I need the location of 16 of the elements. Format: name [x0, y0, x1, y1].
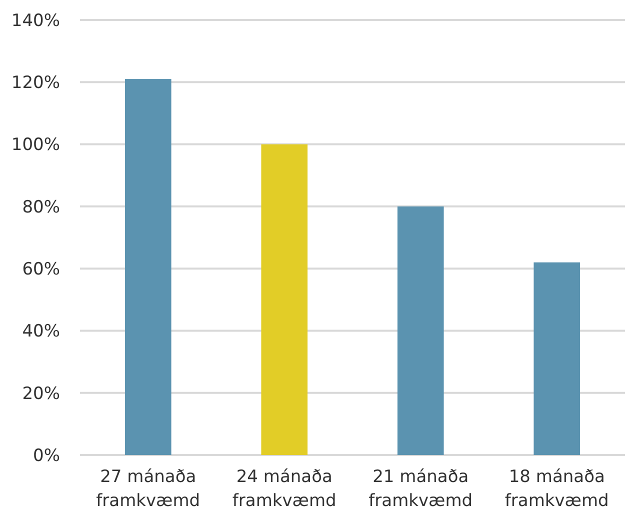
y-tick-label: 100% [11, 135, 60, 156]
x-tick-label: 24 mánaða framkvæmd [232, 467, 336, 511]
y-tick-label: 20% [22, 384, 60, 404]
y-tick-label: 140% [11, 10, 60, 31]
y-tick-label: 0% [33, 446, 60, 466]
bar [397, 206, 444, 455]
bar [261, 144, 308, 455]
x-tick-label: 18 mánaða framkvæmd [504, 467, 609, 511]
y-tick-label: 60% [22, 260, 60, 280]
y-tick-label: 80% [22, 197, 60, 218]
y-tick-label: 120% [11, 73, 60, 94]
bar [534, 262, 580, 455]
bar [124, 79, 172, 455]
x-tick-label: 27 mánaða framkvæmd [96, 467, 200, 511]
x-tick-label: 21 mánaða framkvæmd [368, 467, 473, 511]
y-tick-label: 40% [22, 322, 60, 342]
